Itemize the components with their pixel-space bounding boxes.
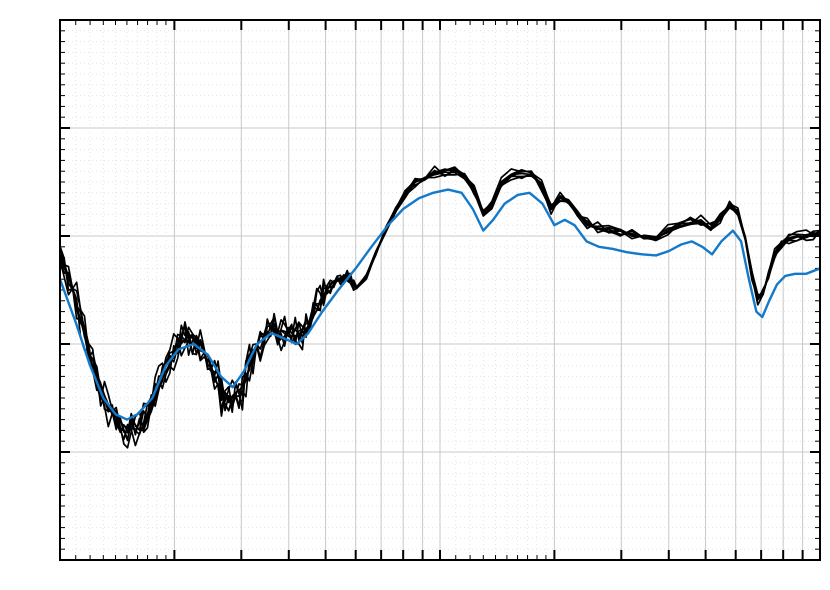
chart-canvas [0, 0, 830, 590]
frequency-response-chart [0, 0, 830, 590]
